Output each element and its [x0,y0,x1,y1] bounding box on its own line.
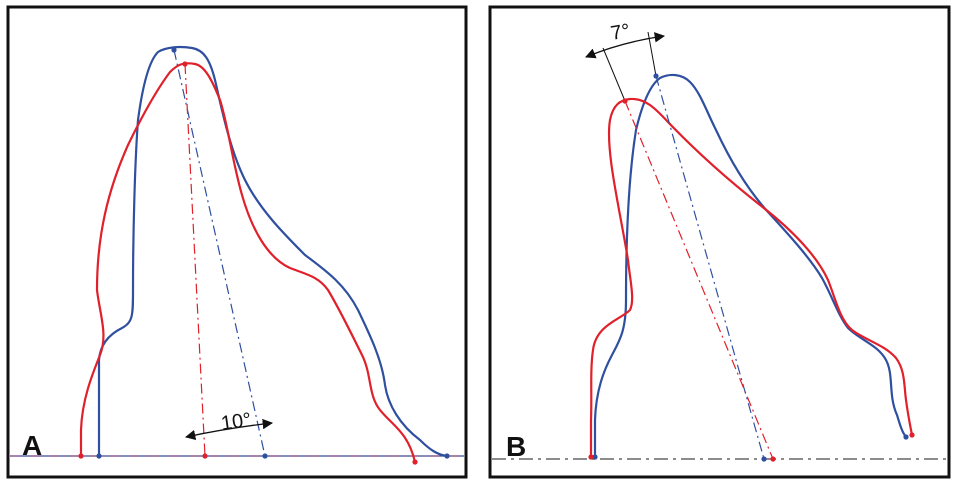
panel-a-red-apex-dot [182,61,188,67]
panel-b-red-axis [624,100,774,460]
panel-a-blue-apex-dot [171,47,177,53]
panel-b-blue-base-dot [592,454,598,460]
panel-a-letter: A [22,430,42,461]
panel-a-blue-base-dot-right [444,453,450,459]
panel-b-blue-axis [655,75,765,460]
panel-a-blue-base-dot [96,453,102,459]
panel-a-red-axis [184,63,206,457]
panel-a-blue-profile [97,45,448,458]
panel-b-red-apex-dot [622,98,628,104]
panel-b-blue-apex-dot [653,73,659,79]
panel-b-blue-tip-dot [903,434,909,440]
panel-b-red-base-dot [588,454,594,460]
panel-a-red-profile [79,62,417,463]
panel-b-angle-arc [585,32,666,59]
panel-b-letter: B [506,431,526,462]
panel-b-red-profile [589,97,914,457]
panel-a-blue-axis-dot [262,453,268,459]
panel-b: 7° B [488,5,951,479]
panel-a-red-axis-dot [202,453,208,459]
panel-a-angle-label: 10° [220,409,253,435]
panel-b-red-axis-dot [770,456,776,462]
panel-b-frame [488,5,951,479]
panel-b-blue-profile [593,73,907,457]
panel-a-angle-arc [184,418,274,441]
panel-a-blue-axis [173,49,266,457]
panel-b-red-tip-dot [909,432,915,438]
panel-b-blue-axis-dot [761,456,767,462]
panel-a: 10° A [6,5,468,479]
panel-b-angle-label: 7° [609,20,632,45]
panel-a-red-base-dot-right [412,459,418,465]
panel-a-frame [6,5,468,479]
panel-a-red-base-dot [78,453,84,459]
